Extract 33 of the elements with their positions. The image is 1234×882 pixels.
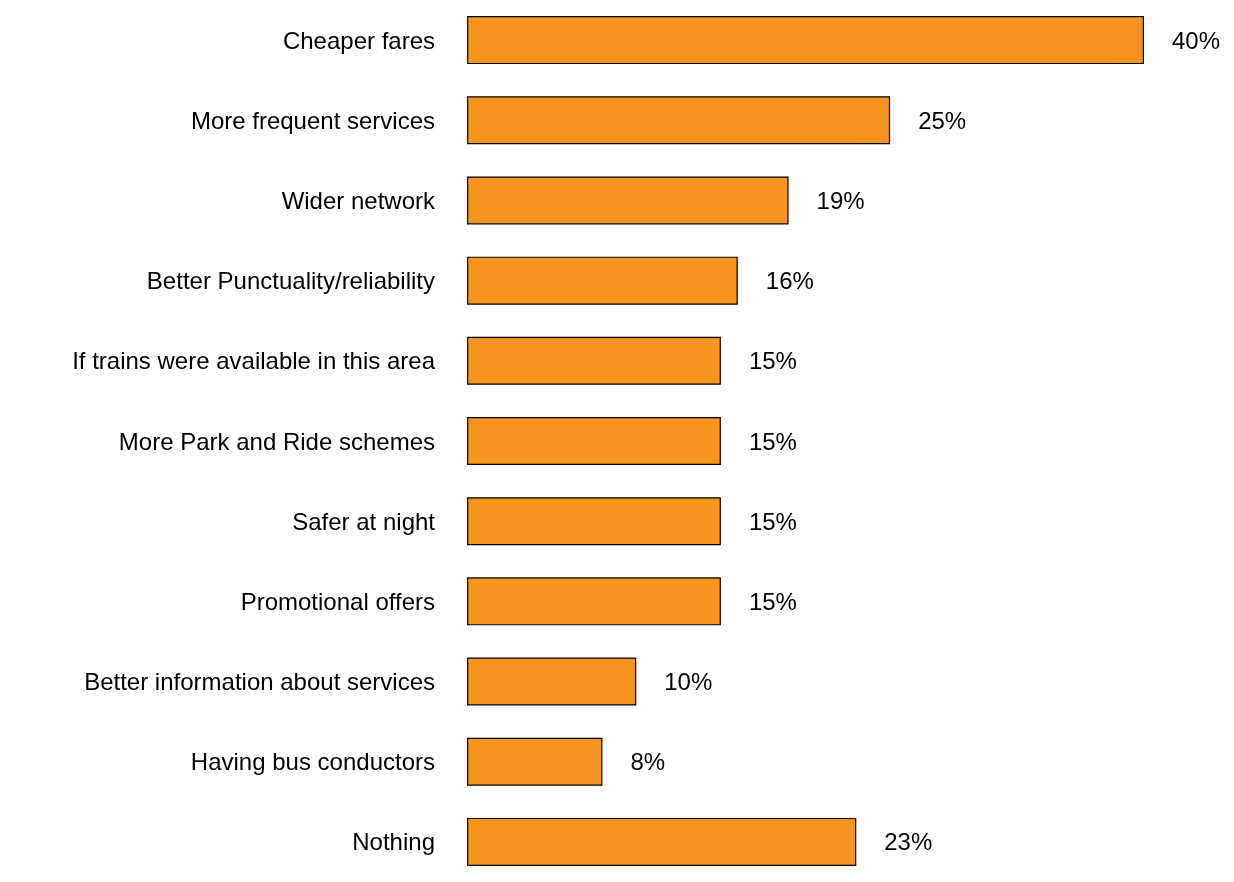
y-tick-label: Having bus conductors [190, 748, 435, 776]
y-tick-label: Better information about services [84, 668, 435, 696]
bar [467, 336, 721, 385]
y-tick-label: Nothing [352, 828, 435, 856]
y-tick-label: Cheaper fares [282, 26, 435, 54]
data-label: 15% [748, 427, 797, 455]
data-label: 15% [748, 347, 797, 375]
bar [467, 96, 891, 145]
bar [467, 16, 1144, 65]
bar [467, 737, 603, 786]
bar [467, 577, 721, 626]
y-tick-label: Safer at night [292, 507, 436, 535]
data-label: 25% [918, 106, 967, 134]
bar [467, 497, 721, 546]
data-label: 15% [748, 587, 797, 615]
y-tick-label: More frequent services [190, 106, 435, 134]
bar [467, 256, 738, 305]
y-tick-label: More Park and Ride schemes [118, 427, 435, 455]
y-tick-label: Better Punctuality/reliability [146, 267, 435, 295]
bar [467, 657, 637, 706]
data-label: 15% [748, 507, 797, 535]
data-label: 40% [1172, 26, 1221, 54]
data-label: 19% [816, 186, 865, 214]
bar [467, 817, 857, 866]
data-label: 16% [765, 267, 814, 295]
y-tick-label: Promotional offers [240, 587, 435, 615]
y-tick-label: Wider network [281, 186, 436, 214]
bar [467, 417, 721, 465]
data-label: 10% [664, 668, 713, 696]
data-label: 23% [884, 828, 933, 856]
bar [467, 176, 789, 225]
data-label: 8% [630, 748, 666, 776]
y-tick-label: If trains were available in this area [72, 347, 436, 375]
